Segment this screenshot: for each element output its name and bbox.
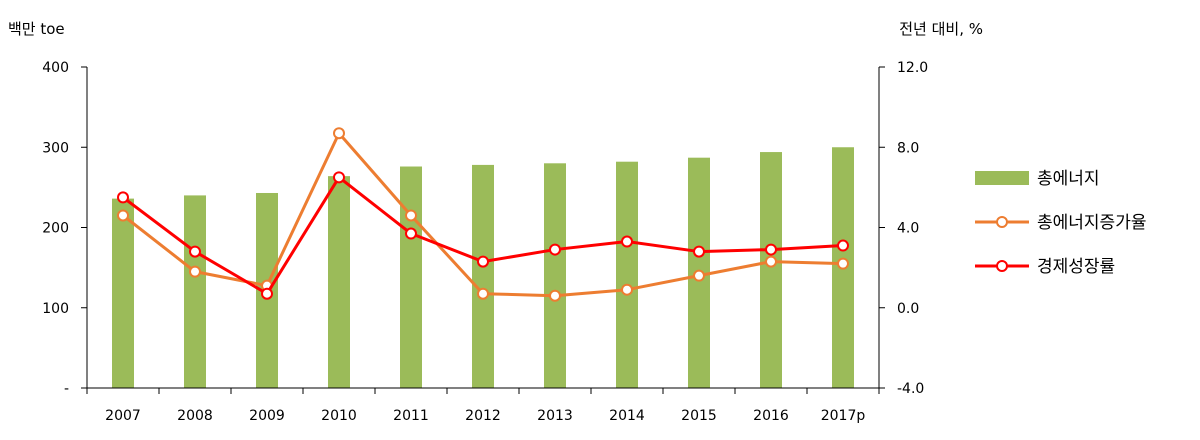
point-경제성장률-2015: [693, 245, 705, 258]
left-tick-label: 200: [42, 221, 69, 237]
lines-layer: [117, 127, 849, 302]
x-tick-label: 2009: [249, 408, 285, 424]
x-tick-label: 2008: [177, 408, 213, 424]
x-tick-label: 2010: [321, 408, 357, 424]
point-총에너지증가율-2014: [621, 283, 633, 296]
point-경제성장률-2009: [261, 287, 273, 300]
legend-marker-경제성장률: [996, 260, 1008, 272]
x-tick-label: 2017p: [821, 408, 866, 424]
point-총에너지증가율-2015: [693, 269, 705, 282]
x-tick-label: 2016: [753, 408, 789, 424]
point-총에너지증가율-2017p: [837, 257, 849, 270]
legend-swatch-총에너지: [975, 171, 1029, 185]
bar-2007: [112, 198, 134, 388]
right-tick-label: 0.0: [897, 301, 919, 317]
x-tick-label: 2013: [537, 408, 573, 424]
legend-label-총에너지증가율: 총에너지증가율: [1037, 213, 1146, 233]
point-경제성장률-2017p: [837, 239, 849, 252]
point-총에너지증가율-2007: [117, 209, 129, 222]
legend-marker-총에너지증가율: [996, 216, 1008, 228]
point-총에너지증가율-2011: [405, 209, 417, 222]
axes-layer: - 100 200 300 400 -4.0 0.0 4.0 8.0 12.0 2007 2008 20…: [42, 60, 928, 424]
point-경제성장률-2011: [405, 227, 417, 240]
point-경제성장률-2014: [621, 235, 633, 248]
point-경제성장률-2008: [189, 245, 201, 258]
point-총에너지증가율-2013: [549, 289, 561, 302]
right-axis-unit-label: 전년 대비, %: [899, 20, 983, 38]
point-총에너지증가율-2016: [765, 255, 777, 268]
x-tick-label: 2007: [105, 408, 141, 424]
point-총에너지증가율-2008: [189, 265, 201, 278]
point-총에너지증가율-2012: [477, 287, 489, 300]
left-tick-label: 300: [42, 140, 69, 156]
right-tick-label: 12.0: [897, 60, 928, 76]
legend-label-총에너지: 총에너지: [1037, 169, 1100, 189]
x-tick-label: 2015: [681, 408, 717, 424]
left-tick-label: -: [64, 381, 69, 397]
right-tick-label: 8.0: [897, 140, 919, 156]
bar-2010: [328, 176, 350, 388]
x-tick-label: 2012: [465, 408, 501, 424]
bar-2011: [400, 166, 422, 388]
bar-2014: [616, 161, 638, 388]
right-tick-label: 4.0: [897, 221, 919, 237]
left-axis-unit-label: 백만 toe: [8, 20, 65, 38]
left-tick-label: 400: [42, 60, 69, 76]
bar-2008: [184, 195, 206, 388]
bar-2016: [760, 152, 782, 388]
point-경제성장률-2007: [117, 191, 129, 204]
point-경제성장률-2016: [765, 243, 777, 256]
x-tick-label: 2014: [609, 408, 645, 424]
point-경제성장률-2012: [477, 255, 489, 268]
x-tick-label: 2011: [393, 408, 429, 424]
bar-2012: [472, 164, 494, 388]
point-총에너지증가율-2010: [333, 127, 345, 140]
legend-label-경제성장률: 경제성장률: [1037, 257, 1115, 277]
left-tick-label: 100: [42, 301, 69, 317]
point-경제성장률-2010: [333, 171, 345, 184]
bar-2013: [544, 163, 566, 388]
right-tick-label: -4.0: [897, 381, 924, 397]
point-경제성장률-2013: [549, 243, 561, 256]
